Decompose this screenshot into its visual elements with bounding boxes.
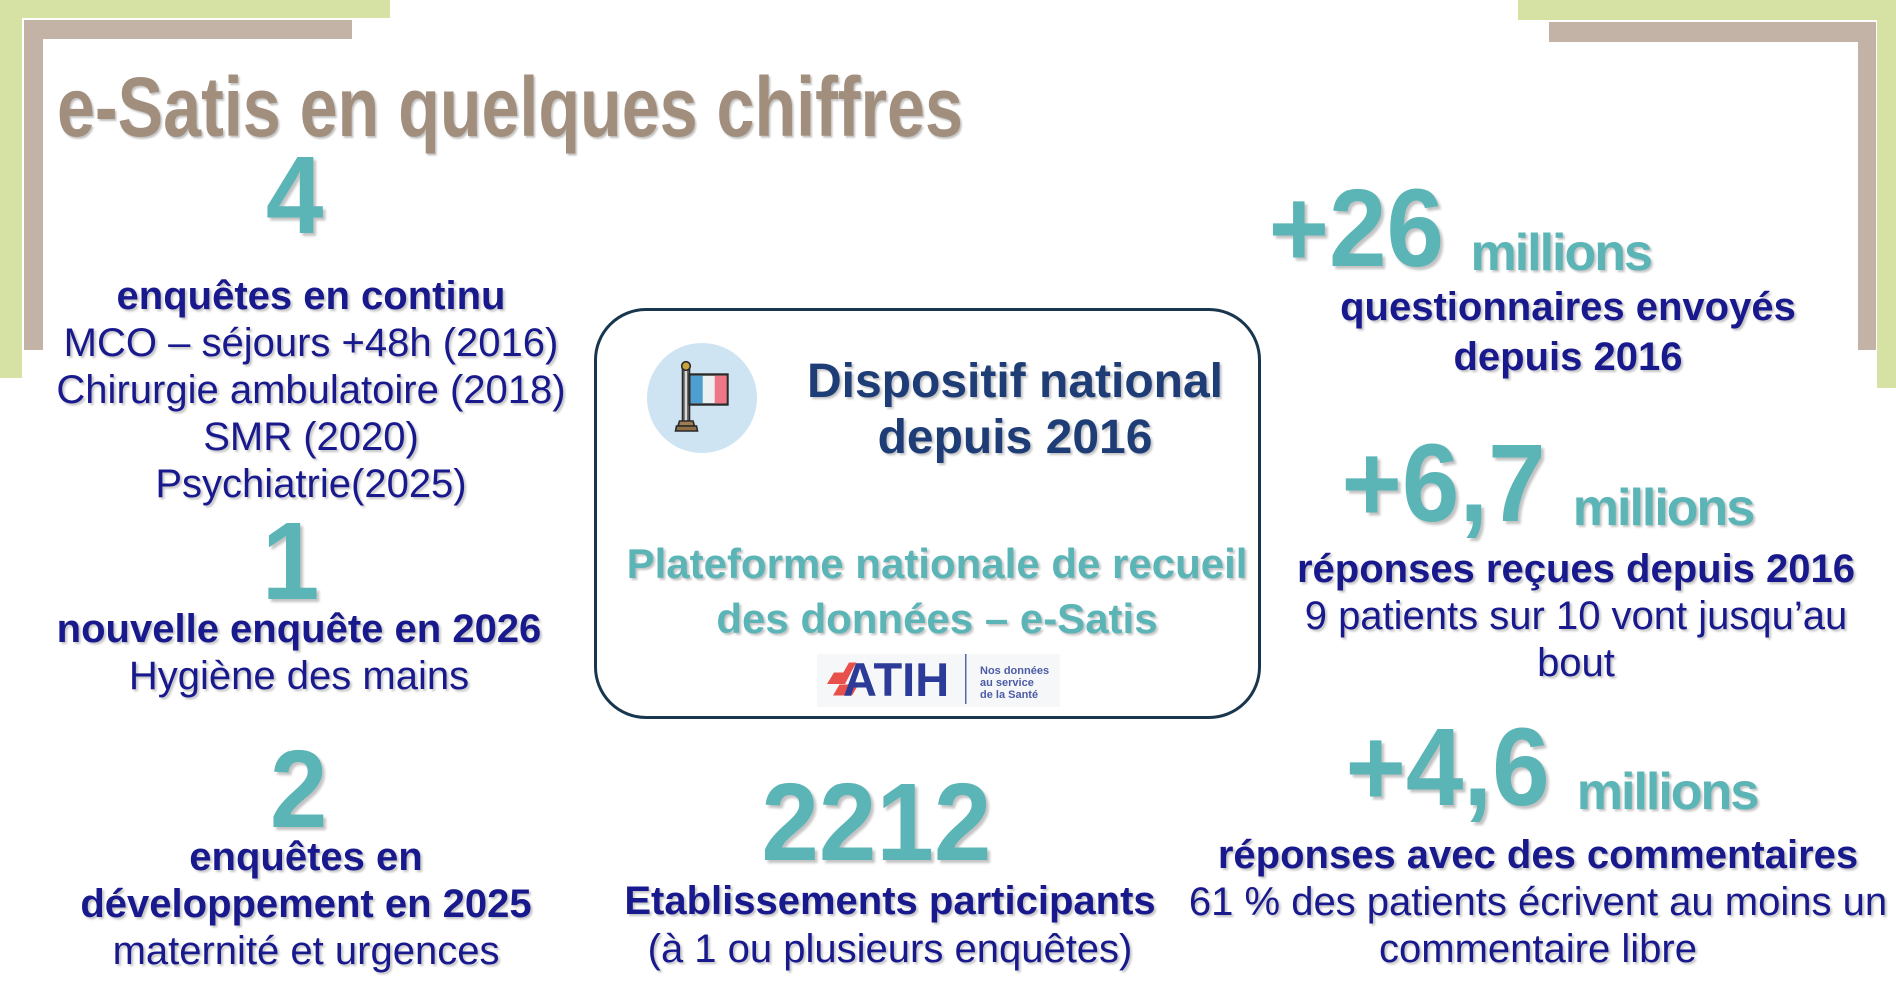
svg-text:de la Santé: de la Santé	[980, 689, 1038, 701]
svg-text:ATIH: ATIH	[843, 653, 949, 706]
svg-text:au service: au service	[980, 677, 1034, 689]
svg-text:Nos données: Nos données	[980, 665, 1049, 677]
